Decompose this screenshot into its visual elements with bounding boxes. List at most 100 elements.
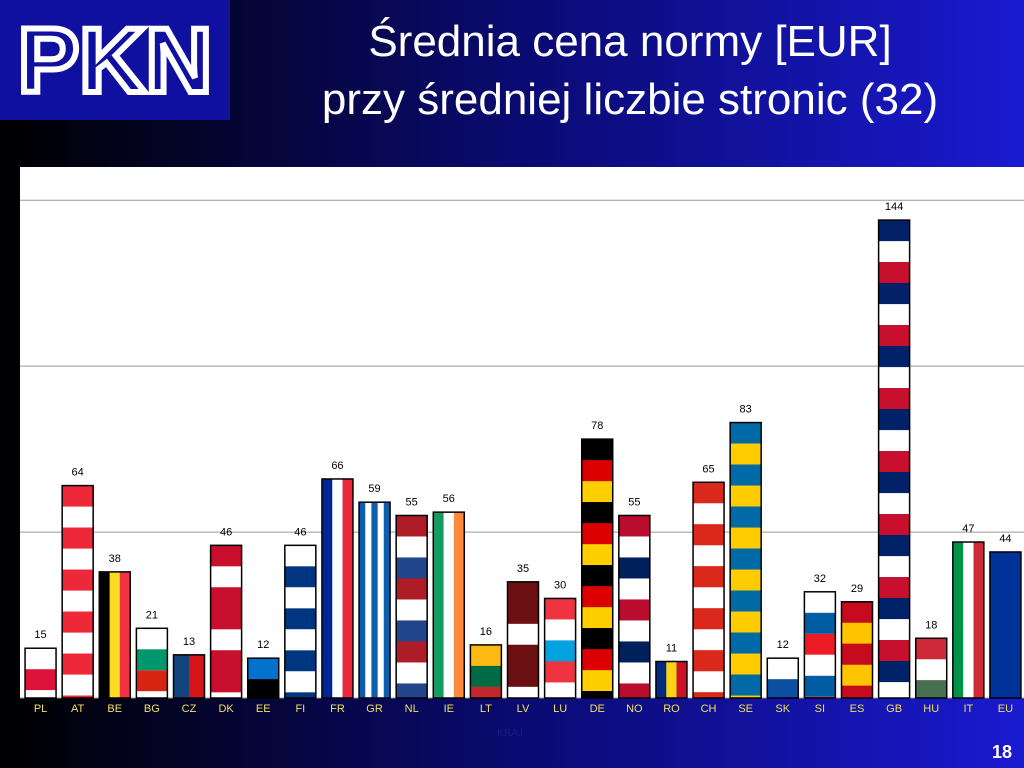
flag-stripe	[767, 658, 799, 680]
flag-stripe	[878, 388, 910, 410]
bar-outline	[618, 514, 651, 699]
flag-stripe	[581, 607, 613, 629]
flag-stripe	[878, 409, 910, 431]
flag-stripe	[507, 581, 539, 603]
flag-stripe	[507, 602, 539, 624]
flag-stripe	[693, 650, 725, 672]
flag-stripe	[62, 611, 94, 633]
data-label: 12	[777, 639, 789, 651]
bar-outline	[24, 647, 57, 699]
flag-stripe	[804, 591, 836, 613]
flag-stripe	[359, 502, 366, 698]
flag-stripe	[136, 649, 168, 671]
bar-outline	[543, 597, 577, 699]
flag-stripe	[952, 542, 964, 698]
flag-stripe	[470, 644, 502, 666]
flag-stripe	[396, 578, 428, 600]
flag-stripe	[878, 661, 910, 683]
flag-stripe	[878, 514, 910, 536]
bar-outline	[729, 421, 762, 699]
data-label: 55	[406, 496, 418, 508]
flag-stripe	[878, 598, 910, 620]
flag-stripe	[693, 671, 725, 693]
flag-stripe	[878, 472, 910, 494]
flag-stripe	[581, 649, 613, 671]
flag-stripe	[989, 635, 1021, 657]
data-label: 29	[851, 583, 863, 595]
flag-stripe	[544, 682, 576, 698]
flag-stripe	[284, 629, 316, 651]
flag-stripe	[693, 545, 725, 567]
data-label: 32	[814, 573, 826, 585]
bar-outline	[358, 501, 391, 699]
flag-stripe	[878, 220, 910, 242]
bar-outline	[655, 660, 688, 699]
flag-stripe	[507, 644, 539, 666]
flag-stripe	[878, 556, 910, 578]
flag-stripe	[730, 695, 762, 698]
flag-stripe	[544, 619, 576, 641]
data-label: 13	[183, 636, 195, 648]
flag-stripe	[618, 683, 650, 698]
x-tick-label: SE	[738, 703, 753, 715]
flag-stripe	[618, 662, 650, 684]
data-label: 21	[146, 609, 158, 621]
flag-stripe	[342, 478, 353, 698]
title-line: Średnia cena normy [EUR]	[368, 15, 891, 66]
flag-stripe	[730, 674, 762, 696]
flag-stripe	[62, 632, 94, 654]
bar-outline	[877, 219, 911, 699]
x-tick-label: IE	[444, 703, 454, 715]
flag-stripe	[841, 601, 873, 623]
flag-stripe	[284, 608, 316, 630]
flag-stripe	[581, 481, 613, 503]
flag-stripe	[730, 422, 762, 444]
flag-stripe	[878, 241, 910, 263]
data-label: 30	[554, 579, 566, 591]
flag-stripe	[693, 608, 725, 630]
flag-stripe	[210, 650, 242, 672]
x-tick-label: GB	[886, 703, 902, 715]
bar-outline	[506, 581, 540, 699]
flag-stripe	[119, 571, 131, 698]
x-axis-label: KRAJ	[497, 728, 523, 739]
flag-stripe	[989, 614, 1021, 636]
flag-stripe	[655, 661, 667, 698]
flag-stripe	[284, 692, 316, 698]
flag-stripe	[377, 502, 384, 698]
bar-outline	[395, 514, 428, 699]
flag-stripe	[915, 638, 947, 660]
flag-stripe	[371, 502, 378, 698]
flag-stripe	[453, 512, 465, 698]
flag-stripe	[284, 566, 316, 588]
data-label: 18	[925, 619, 937, 631]
bar-outline	[172, 654, 206, 699]
flag-stripe	[332, 478, 343, 698]
flag-stripe	[676, 661, 687, 698]
flag-stripe	[62, 590, 94, 612]
flag-stripe	[878, 346, 910, 368]
flag-stripe	[618, 620, 650, 642]
flag-stripe	[581, 523, 613, 545]
logo-box	[0, 0, 230, 120]
flag-stripe	[247, 679, 279, 698]
flag-stripe	[62, 653, 94, 675]
flag-stripe	[396, 599, 428, 621]
flag-stripe	[841, 664, 873, 686]
data-label: 15	[34, 629, 46, 641]
title-line: przy średniej liczbie stronic (32)	[322, 75, 938, 124]
x-tick-label: LV	[517, 703, 530, 715]
flag-stripe	[433, 512, 444, 698]
flag-stripe	[915, 680, 947, 698]
flag-stripe	[62, 569, 94, 591]
x-tick-label: NL	[405, 703, 419, 715]
flag-stripe	[136, 628, 168, 650]
data-label: 12	[257, 639, 269, 651]
flag-stripe	[730, 632, 762, 654]
flag-stripe	[62, 695, 94, 698]
flag-stripe	[878, 682, 910, 698]
flag-stripe	[989, 593, 1021, 615]
flag-stripe	[321, 478, 333, 698]
